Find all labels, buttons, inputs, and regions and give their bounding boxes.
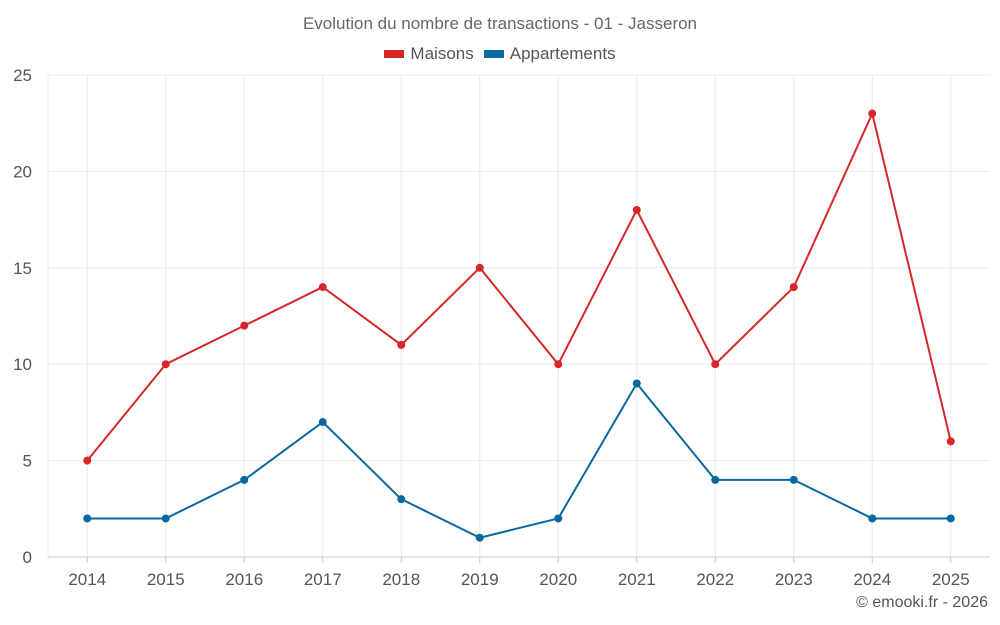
x-tick-label: 2022 xyxy=(696,570,734,589)
x-tick-label: 2021 xyxy=(618,570,656,589)
data-point-appartements xyxy=(161,514,170,523)
data-point-maisons xyxy=(632,205,641,214)
series-line-appartements xyxy=(87,382,951,539)
data-point-appartements xyxy=(475,533,484,542)
data-point-appartements xyxy=(397,495,406,504)
data-point-appartements xyxy=(632,379,641,388)
data-point-maisons xyxy=(240,321,249,330)
chart-title: Evolution du nombre de transactions - 01… xyxy=(302,14,698,33)
y-tick-label: 25 xyxy=(13,66,32,85)
x-tick-label: 2017 xyxy=(304,570,342,589)
data-point-maisons xyxy=(554,360,563,369)
legend-label-maisons: Maisons xyxy=(410,44,474,63)
y-tick-label: 15 xyxy=(13,259,32,278)
x-tick-label: 2020 xyxy=(539,570,577,589)
data-point-appartements xyxy=(318,418,327,427)
chart-legend: Maisons Appartements xyxy=(0,44,1000,64)
data-point-maisons xyxy=(946,437,955,446)
x-tick-label: 2016 xyxy=(225,570,263,589)
series-group xyxy=(83,109,955,542)
data-point-maisons xyxy=(83,456,92,465)
legend-item-appartements[interactable]: Appartements xyxy=(483,44,616,64)
data-point-maisons xyxy=(318,283,327,292)
data-point-appartements xyxy=(946,514,955,523)
data-point-appartements xyxy=(868,514,877,523)
legend-item-maisons[interactable]: Maisons xyxy=(384,44,474,64)
legend-swatch-maisons xyxy=(384,50,405,58)
data-point-maisons xyxy=(711,360,720,369)
data-point-appartements xyxy=(789,475,798,484)
x-tick-label: 2014 xyxy=(68,570,106,589)
data-point-maisons xyxy=(789,283,798,292)
legend-swatch-appartements xyxy=(483,50,504,58)
data-point-maisons xyxy=(397,340,406,349)
legend-label-appartements: Appartements xyxy=(509,44,616,63)
x-tick-label: 2023 xyxy=(775,570,813,589)
y-tick-label: 0 xyxy=(23,548,32,567)
x-tick-label: 2024 xyxy=(853,570,891,589)
data-point-appartements xyxy=(240,475,249,484)
x-tick-label: 2018 xyxy=(382,570,420,589)
y-tick-label: 10 xyxy=(13,355,32,374)
series-line-maisons xyxy=(86,112,952,462)
data-point-maisons xyxy=(161,360,170,369)
x-tick-label: 2015 xyxy=(147,570,185,589)
data-point-maisons xyxy=(868,109,877,118)
x-tick-label: 2019 xyxy=(461,570,499,589)
y-tick-label: 5 xyxy=(23,452,32,471)
x-tick-label: 2025 xyxy=(932,570,970,589)
y-tick-label: 20 xyxy=(13,162,32,181)
data-point-appartements xyxy=(554,514,563,523)
data-point-appartements xyxy=(711,475,720,484)
data-point-appartements xyxy=(83,514,92,523)
data-point-maisons xyxy=(475,263,484,272)
credit-text: © emooki.fr - 2026 xyxy=(856,594,988,611)
